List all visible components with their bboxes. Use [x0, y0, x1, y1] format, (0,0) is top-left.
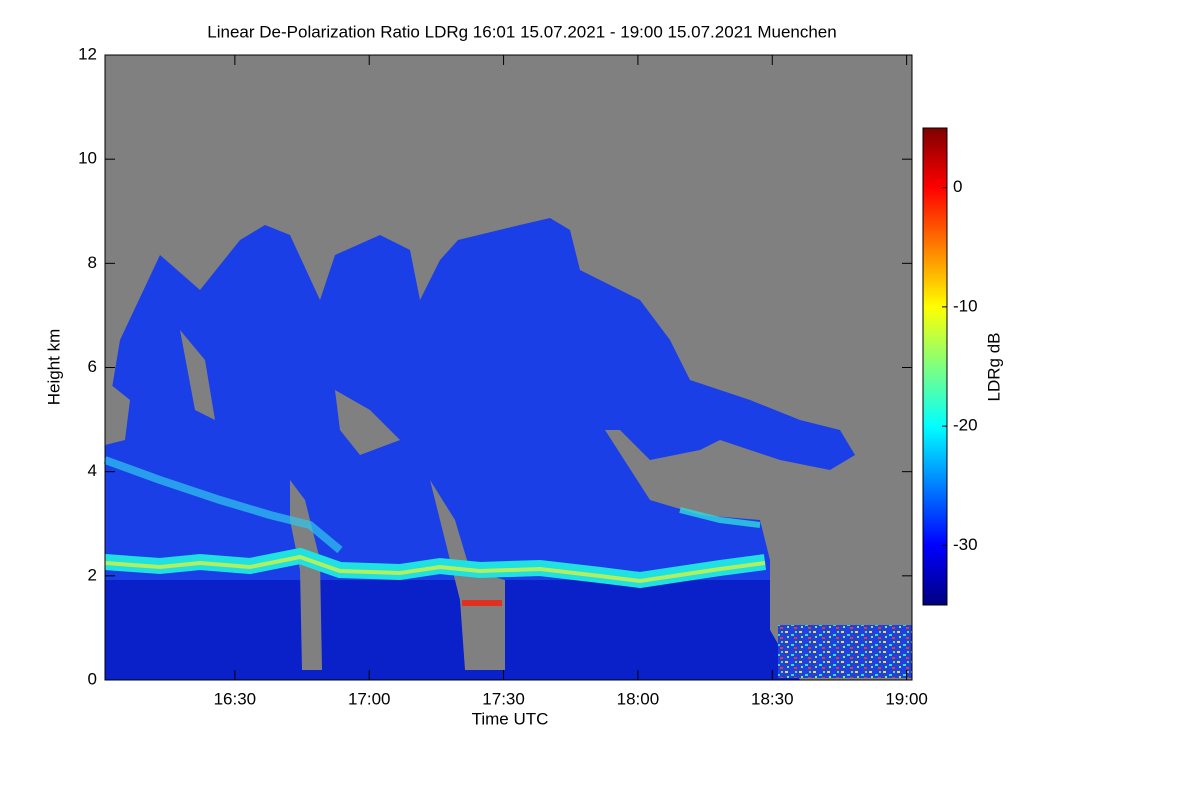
x-tick-label: 17:00: [348, 689, 391, 708]
colorbar-tick-label: -30: [953, 535, 978, 554]
colorbar-tick-label: 0: [953, 177, 962, 196]
gap: [105, 380, 130, 445]
x-tick-label: 17:30: [482, 689, 525, 708]
lower-layer: [105, 580, 800, 680]
colorbar-tick-label: -10: [953, 296, 978, 315]
band-core: [104, 554, 766, 584]
y-tick-label: 2: [88, 565, 97, 584]
upper-band: [103, 456, 343, 554]
noise-patch: [778, 625, 912, 678]
colorbar-label: LDRg dB: [984, 333, 1003, 402]
heatmap: [103, 55, 912, 680]
x-axis-label: Time UTC: [472, 709, 549, 728]
y-tick-label: 8: [88, 253, 97, 272]
gap: [180, 330, 215, 420]
x-tick-label: 18:30: [751, 689, 794, 708]
colorbar: [922, 127, 948, 606]
y-tick-label: 12: [78, 44, 97, 63]
colorbar-tick-label: -20: [953, 416, 978, 435]
upper-band: [679, 507, 761, 528]
chart-title: Linear De-Polarization Ratio LDRg 16:01 …: [207, 22, 836, 41]
y-tick-label: 10: [78, 149, 97, 168]
gap: [290, 480, 322, 670]
y-tick-label: 6: [88, 357, 97, 376]
noise-patch: [462, 600, 502, 606]
y-axis-label: Height km: [44, 329, 63, 406]
x-tick-label: 16:30: [214, 689, 257, 708]
x-tick-label: 18:00: [617, 689, 660, 708]
y-tick-label: 0: [88, 669, 97, 688]
gap: [335, 390, 400, 455]
x-tick-label: 19:00: [885, 689, 928, 708]
y-tick-label: 4: [88, 461, 97, 480]
